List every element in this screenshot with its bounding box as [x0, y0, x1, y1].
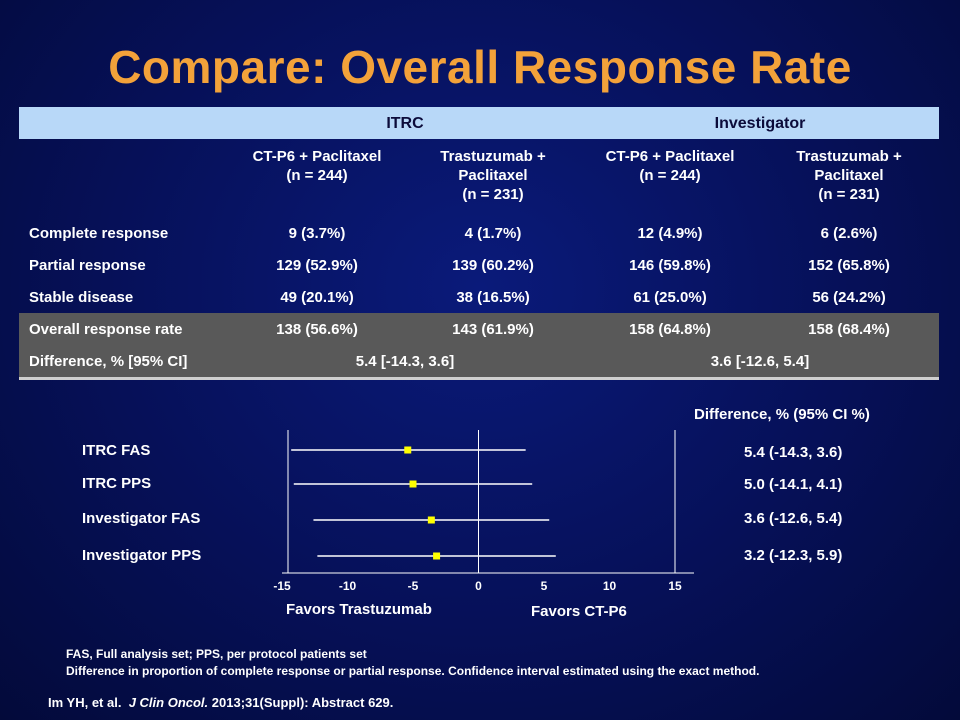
- favors-left-label: Favors Trastuzumab: [286, 601, 432, 618]
- forest-ci-text: 3.2 (-12.3, 5.9): [744, 547, 843, 564]
- table-cell: 38 (16.5%): [456, 288, 530, 306]
- table-row: Complete response 9 (3.7%) 4 (1.7%) 12 (…: [19, 217, 939, 249]
- forest-point-marker: [427, 516, 435, 524]
- slide-title: Compare: Overall Response Rate: [108, 41, 852, 93]
- forest-row-label: ITRC FAS: [82, 442, 151, 459]
- arm-header: CT-P6 + Paclitaxel (n = 244): [605, 148, 735, 184]
- table-cell: 129 (52.9%): [276, 256, 358, 274]
- favors-right-label: Favors CT-P6: [531, 603, 627, 620]
- forest-row-label: Investigator PPS: [82, 547, 202, 564]
- forest-point-marker: [409, 480, 417, 488]
- difference-row: Difference, % [95% CI] 5.4 [-14.3, 3.6] …: [19, 345, 939, 380]
- row-label: Stable disease: [29, 288, 134, 306]
- table-cell: 158 (64.8%): [581, 313, 759, 345]
- table-row-highlight: Overall response rate 138 (56.6%) 143 (6…: [19, 313, 939, 345]
- table-cell: 146 (59.8%): [629, 256, 711, 274]
- citation: Im YH, et al. J Clin Oncol. 2013;31(Supp…: [48, 695, 393, 710]
- table-cell: 139 (60.2%): [452, 256, 534, 274]
- difference-itrc: 5.4 [-14.3, 3.6]: [229, 345, 581, 380]
- row-label: Overall response rate: [19, 313, 229, 345]
- forest-ci-text: 5.4 (-14.3, 3.6): [744, 444, 843, 461]
- group-header-investigator: Investigator: [581, 107, 939, 139]
- forest-point-marker: [404, 446, 412, 454]
- group-header-row: ITRC Investigator: [19, 107, 939, 139]
- forest-tick-label: -15: [273, 579, 291, 593]
- forest-tick-label: -10: [339, 579, 357, 593]
- forest-tick-label: -5: [408, 579, 419, 593]
- forest-tick-label: 5: [541, 579, 548, 593]
- forest-row-label: Investigator FAS: [82, 510, 201, 527]
- table-cell: 4 (1.7%): [464, 224, 522, 242]
- table-cell: 9 (3.7%): [288, 224, 346, 242]
- forest-point-marker: [433, 552, 441, 560]
- arm-header: Trastuzumab + Paclitaxel (n = 231): [796, 148, 902, 203]
- table-cell: 6 (2.6%): [820, 224, 878, 242]
- arm-header-row: CT-P6 + Paclitaxel (n = 244) Trastuzumab…: [19, 139, 939, 217]
- response-table: ITRC Investigator CT-P6 + Paclitaxel (n …: [19, 107, 939, 380]
- citation-journal: J Clin Oncol.: [128, 695, 209, 710]
- table-cell: 49 (20.1%): [280, 288, 354, 306]
- forest-plot: -15 -10 -5 0 5 10 15: [273, 430, 694, 593]
- citation-rest: 2013;31(Suppl): Abstract 629.: [211, 695, 394, 710]
- row-label: Partial response: [29, 256, 146, 274]
- table-cell: 61 (25.0%): [633, 288, 707, 306]
- citation-authors: Im YH, et al.: [48, 695, 122, 710]
- table-cell: 143 (61.9%): [405, 313, 581, 345]
- table-row: Partial response 129 (52.9%) 139 (60.2%)…: [19, 249, 939, 281]
- footnote-abbreviations: FAS, Full analysis set; PPS, per protoco…: [66, 647, 367, 661]
- forest-tick-label: 15: [668, 579, 682, 593]
- group-header-itrc: ITRC: [229, 107, 581, 139]
- forest-ci-text: 3.6 (-12.6, 5.4): [744, 510, 843, 527]
- forest-ci-text: 5.0 (-14.1, 4.1): [744, 476, 843, 493]
- arm-header: CT-P6 + Paclitaxel (n = 244): [252, 148, 382, 184]
- table-cell: 56 (24.2%): [812, 288, 886, 306]
- forest-row-label: ITRC PPS: [82, 475, 152, 492]
- table-cell: 12 (4.9%): [637, 224, 703, 242]
- forest-ci-header: Difference, % (95% CI %): [694, 406, 870, 423]
- arm-header: Trastuzumab + Paclitaxel (n = 231): [440, 148, 546, 203]
- row-label: Difference, % [95% CI]: [19, 345, 229, 380]
- table-cell: 138 (56.6%): [229, 313, 405, 345]
- table-cell: 152 (65.8%): [808, 256, 890, 274]
- row-label: Complete response: [29, 224, 169, 242]
- forest-tick-label: 0: [475, 579, 482, 593]
- table-cell: 158 (68.4%): [759, 313, 939, 345]
- forest-tick-label: 10: [603, 579, 617, 593]
- footnote-method: Difference in proportion of complete res…: [66, 664, 760, 678]
- table-row: Stable disease 49 (20.1%) 38 (16.5%) 61 …: [19, 281, 939, 313]
- difference-investigator: 3.6 [-12.6, 5.4]: [581, 345, 939, 380]
